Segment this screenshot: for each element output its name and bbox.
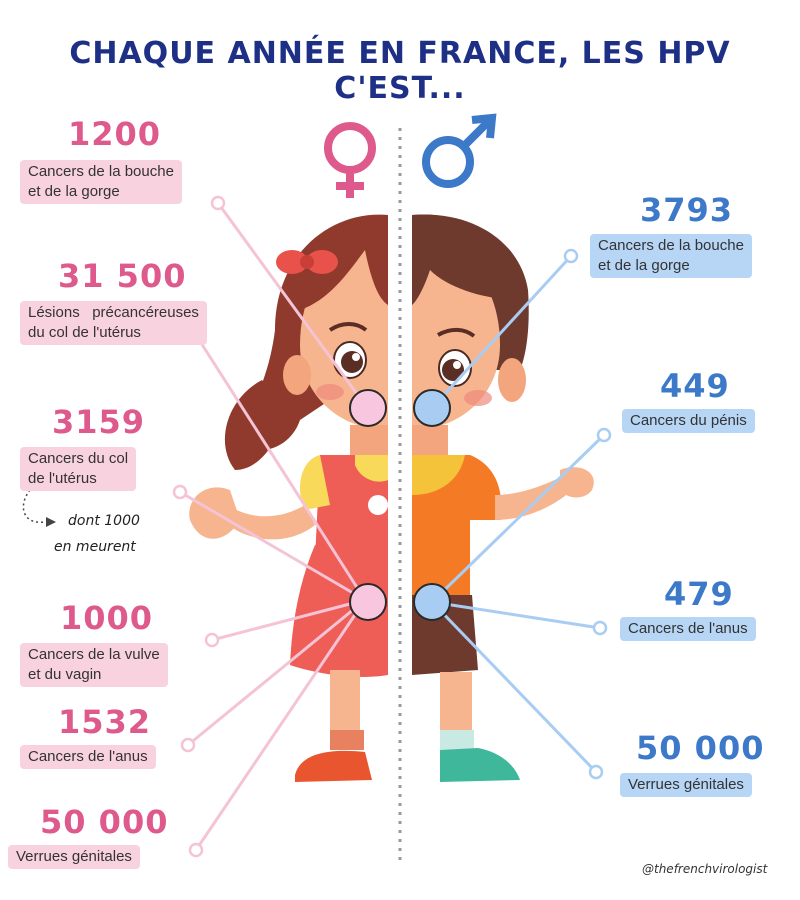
- female-stat-cervical-value: 3159: [52, 403, 146, 441]
- male-stat-penis-value: 449: [660, 367, 730, 405]
- male-mars-symbol-icon: [422, 113, 497, 188]
- label-line: de l'utérus: [28, 470, 97, 487]
- male-connectors: [430, 254, 606, 774]
- female-stat-vulva-vagina-value: 1000: [60, 599, 154, 637]
- male-connector-endpoints: [563, 248, 612, 780]
- female-stat-warts-value: 50 000: [40, 803, 169, 841]
- label-line: Cancers de la vulve: [28, 646, 160, 663]
- note-line: en meurent: [54, 539, 136, 555]
- label-line: et du vagin: [28, 666, 102, 683]
- label-line: Cancers du pénis: [630, 412, 747, 429]
- boy-illustration: [412, 214, 594, 782]
- female-stat-anus-label: Cancers de l'anus: [20, 745, 156, 769]
- label-line: du col de l'utérus: [28, 324, 141, 341]
- label-line: et de la gorge: [28, 183, 120, 200]
- male-stat-mouth-throat-value: 3793: [640, 191, 734, 229]
- author-credit: @thefrenchvirologist: [642, 862, 768, 876]
- label-line: Cancers de l'anus: [628, 620, 748, 637]
- label-line: Verrues génitales: [16, 848, 132, 865]
- label-line: Verrues génitales: [628, 776, 744, 793]
- female-stat-precancerous-label: Lésions précancéreuses du col de l'utéru…: [20, 301, 207, 345]
- female-stat-vulva-vagina-label: Cancers de la vulve et du vagin: [20, 643, 168, 687]
- male-groin-marker: [413, 583, 451, 621]
- note-line: dont 1000: [68, 513, 140, 529]
- label-line: Lésions précancéreuses: [28, 304, 199, 321]
- male-stat-anus-label: Cancers de l'anus: [620, 617, 756, 641]
- male-mouth-marker: [413, 389, 451, 427]
- label-line: Cancers de l'anus: [28, 748, 148, 765]
- label-line: Cancers de la bouche: [598, 237, 744, 254]
- female-stat-mouth-throat-value: 1200: [68, 115, 162, 153]
- male-stat-penis-label: Cancers du pénis: [622, 409, 755, 433]
- label-line: Cancers du col: [28, 450, 129, 467]
- page-title: CHAQUE ANNÉE EN FRANCE, LES HPV C'EST...: [69, 36, 731, 106]
- male-stat-warts-label: Verrues génitales: [620, 773, 752, 797]
- girl-illustration: [189, 214, 388, 782]
- female-groin-marker: [349, 583, 387, 621]
- male-stat-mouth-throat-label: Cancers de la bouche et de la gorge: [590, 234, 752, 278]
- female-stat-precancerous-value: 31 500: [58, 257, 187, 295]
- female-connector-endpoints: [172, 195, 226, 858]
- female-venus-symbol-icon: [324, 122, 376, 198]
- female-stat-anus-value: 1532: [58, 703, 152, 741]
- label-line: Cancers de la bouche: [28, 163, 174, 180]
- female-connectors: [179, 202, 367, 851]
- note-arrowhead-icon: [46, 517, 56, 527]
- note-arrow-icon: [22, 489, 46, 523]
- female-stat-cervical-label: Cancers du col de l'utérus: [20, 447, 137, 491]
- male-stat-warts-value: 50 000: [636, 729, 765, 767]
- label-line: et de la gorge: [598, 257, 690, 274]
- female-stat-mouth-throat-label: Cancers de la bouche et de la gorge: [20, 160, 182, 204]
- female-mouth-marker: [349, 389, 387, 427]
- female-cervical-deaths-note: dont 1000 en meurent: [54, 508, 140, 560]
- female-stat-warts-label: Verrues génitales: [8, 845, 140, 869]
- male-stat-anus-value: 479: [664, 575, 734, 613]
